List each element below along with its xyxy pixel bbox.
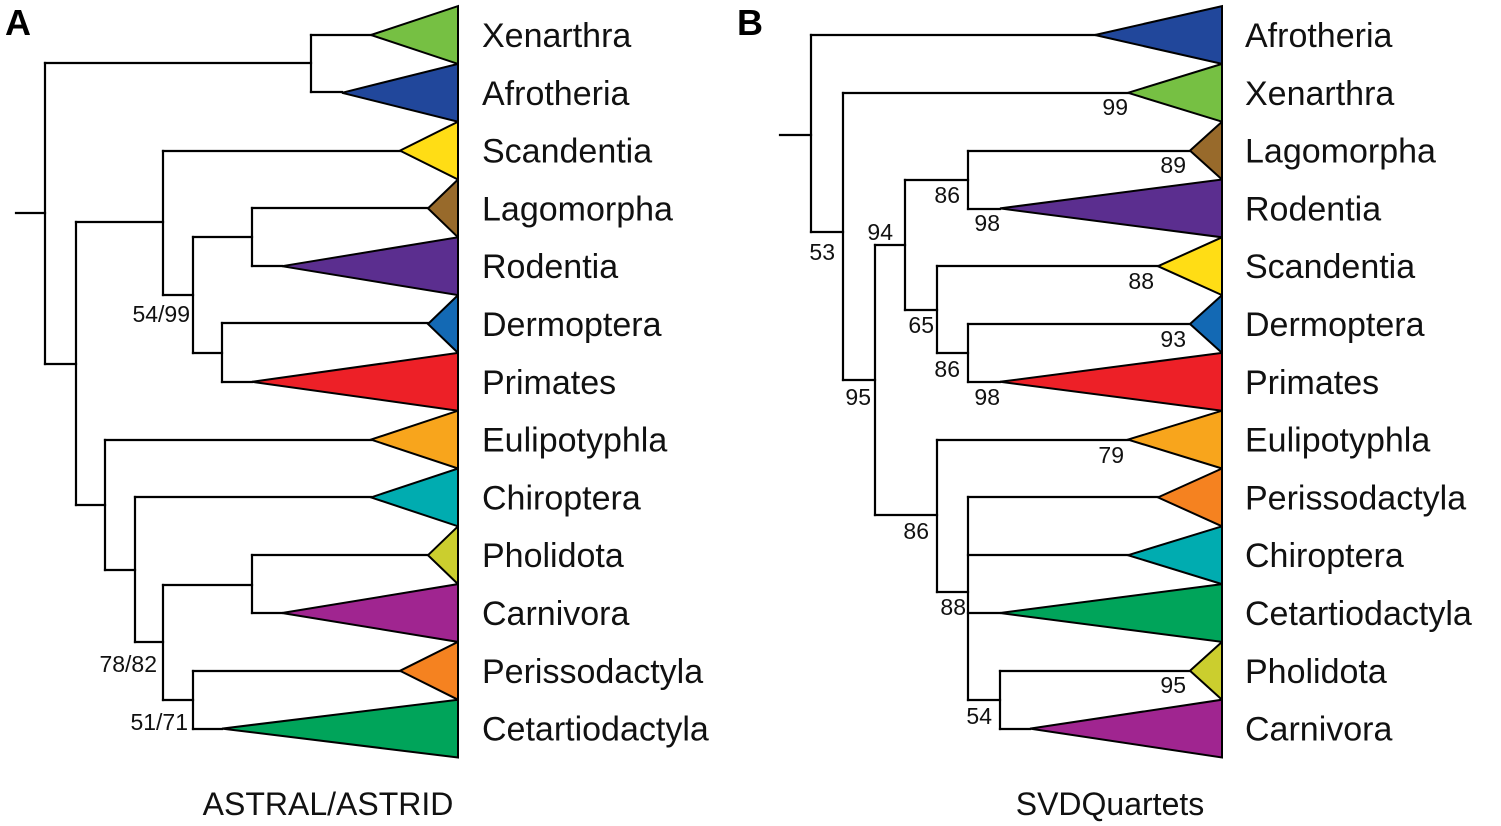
clade-triangle-cetartiodactyla	[999, 582, 1223, 644]
taxon-label: Scandentia	[482, 133, 652, 171]
taxon-label: Primates	[482, 364, 616, 402]
support-value: 88	[1128, 268, 1154, 294]
clade-triangle-scandentia	[1155, 235, 1223, 297]
taxon-label: Chiroptera	[482, 479, 641, 517]
clade-triangle-pholidota	[426, 523, 459, 587]
taxon-label: Eulipotyphla	[482, 422, 667, 460]
clade-triangle-perissodactyla	[397, 640, 459, 702]
support-value: 53	[809, 239, 835, 265]
panel-b-svdquartets-tree: B Afrotheria Xenarthra Lagomorpha Rodentia Sc…	[737, 2, 1472, 822]
taxon-label: Pholidota	[1245, 653, 1387, 691]
clade-triangle-xenarthra	[1124, 62, 1223, 124]
clade-triangle-eulipotyphla	[367, 409, 459, 470]
clade-triangle-carnivora	[1029, 698, 1223, 759]
clade-triangle-scandentia	[397, 120, 459, 182]
support-value: 54/99	[132, 301, 190, 327]
taxon-label: Lagomorpha	[1245, 133, 1436, 171]
support-value: 51/71	[130, 709, 188, 735]
support-value: 95	[1160, 672, 1186, 698]
clade-triangle-afrotheria	[341, 62, 459, 123]
taxon-label: Perissodactyla	[482, 653, 703, 691]
clade-triangle-rodentia	[281, 236, 459, 297]
method-label: SVDQuartets	[1016, 786, 1205, 822]
support-value: 86	[903, 518, 929, 544]
support-value: 78/82	[99, 651, 157, 677]
clade-triangle-perissodactyla	[1155, 466, 1223, 528]
tree-branches	[14, 33, 430, 731]
taxon-label: Afrotheria	[1245, 17, 1392, 55]
support-value: 86	[934, 182, 960, 208]
taxon-label: Carnivora	[482, 595, 629, 633]
support-value: 98	[974, 384, 1000, 410]
panel-letter: B	[737, 2, 763, 43]
support-value: 98	[974, 210, 1000, 236]
taxon-label: Rodentia	[482, 248, 618, 286]
taxon-label: Xenarthra	[482, 17, 631, 55]
clade-triangle-eulipotyphla	[1124, 409, 1223, 470]
taxon-label: Xenarthra	[1245, 75, 1394, 113]
clade-triangle-afrotheria	[1094, 4, 1223, 66]
taxon-label: Rodentia	[1245, 190, 1381, 228]
clade-triangle-carnivora	[281, 582, 459, 644]
support-value: 94	[867, 219, 893, 245]
taxon-label: Chiroptera	[1245, 537, 1404, 575]
taxon-label: Perissodactyla	[1245, 479, 1466, 517]
taxon-label: Lagomorpha	[482, 190, 673, 228]
taxon-label: Cetartiodactyla	[482, 711, 709, 749]
taxon-label: Afrotheria	[482, 75, 629, 113]
support-value: 65	[908, 312, 934, 338]
clade-triangle-dermoptera	[1188, 292, 1223, 356]
taxon-label: Dermoptera	[1245, 306, 1425, 344]
clade-triangle-xenarthra	[367, 4, 459, 66]
taxon-label: Eulipotyphla	[1245, 422, 1430, 460]
support-value: 89	[1160, 152, 1186, 178]
taxon-label: Scandentia	[1245, 248, 1415, 286]
support-value: 99	[1102, 94, 1128, 120]
clade-triangle-pholidota	[1188, 639, 1223, 702]
taxon-label: Pholidota	[482, 537, 624, 575]
taxon-label: Primates	[1245, 364, 1379, 402]
support-value: 79	[1098, 442, 1124, 468]
support-value: 93	[1160, 326, 1186, 352]
clade-triangle-cetartiodactyla	[221, 698, 459, 759]
panel-letter: A	[5, 2, 31, 43]
clade-triangle-rodentia	[999, 178, 1223, 239]
support-value: 54	[966, 703, 992, 729]
clade-triangle-chiroptera	[367, 467, 459, 528]
support-value: 95	[845, 384, 871, 410]
clade-triangle-dermoptera	[426, 292, 459, 356]
panel-a-astral-tree: A Xenarthra Afrotheria Scandentia Lagomorpha…	[5, 2, 709, 822]
tree-branches	[778, 33, 1192, 731]
taxon-label: Carnivora	[1245, 711, 1392, 749]
clade-triangle-primates	[999, 351, 1223, 412]
support-value: 86	[934, 356, 960, 382]
clade-triangle-lagomorpha	[1188, 119, 1223, 182]
support-value: 88	[940, 594, 966, 620]
method-label: ASTRAL/ASTRID	[203, 786, 454, 822]
taxon-label: Dermoptera	[482, 306, 662, 344]
clade-triangle-chiroptera	[1124, 524, 1223, 586]
taxon-label: Cetartiodactyla	[1245, 595, 1472, 633]
clade-triangle-lagomorpha	[426, 177, 459, 240]
clade-triangle-primates	[251, 351, 459, 412]
